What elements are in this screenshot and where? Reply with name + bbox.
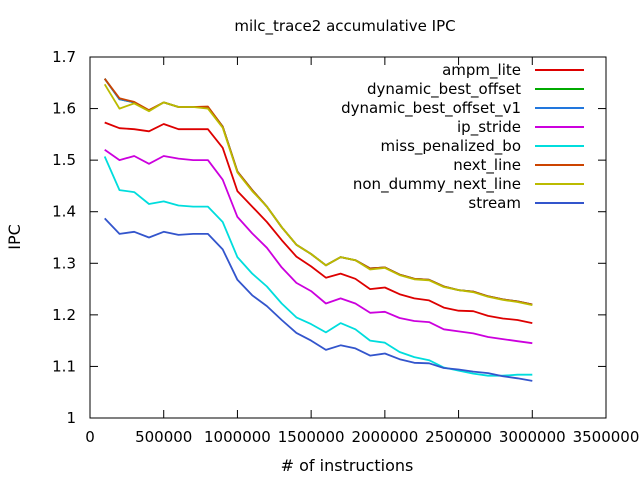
y-tick-label: 1.6 <box>52 100 76 118</box>
x-tick-label: 2000000 <box>351 428 418 446</box>
legend-label: miss_penalized_bo <box>380 137 521 156</box>
y-tick-label: 1.1 <box>52 357 76 375</box>
y-tick-label: 1.3 <box>52 254 76 272</box>
y-tick-label: 1.4 <box>52 203 76 221</box>
legend-label: dynamic_best_offset_v1 <box>341 99 521 118</box>
legend-label: stream <box>468 194 521 212</box>
legend-label: non_dummy_next_line <box>353 175 521 194</box>
series-line-ip-stride <box>104 149 533 345</box>
legend-label: dynamic_best_offset <box>367 80 521 99</box>
series-line-ampm-lite <box>104 121 533 324</box>
series-line-stream <box>104 217 533 382</box>
plot-area: 1 1.1 1.2 1.3 1.4 1.5 1.6 1.7 0 500000 1000000 1500… <box>52 48 639 446</box>
chart-title: milc_trace2 accumulative IPC <box>234 17 455 36</box>
plot-frame <box>89 56 607 419</box>
y-tick-label: 1.7 <box>52 48 76 66</box>
y-tick-label: 1.2 <box>52 306 76 324</box>
y-tick-label: 1.5 <box>52 151 76 169</box>
series-line-non-dummy-next-line <box>103 83 533 306</box>
y-tick-label: 1 <box>66 409 76 427</box>
y-axis-label: IPC <box>5 224 24 250</box>
legend-label: ip_stride <box>457 118 521 137</box>
x-tick-label: 500000 <box>135 428 192 446</box>
x-tick-label: 3000000 <box>499 428 566 446</box>
x-tick-label: 3500000 <box>573 428 640 446</box>
legend-label: ampm_lite <box>442 61 521 80</box>
x-axis-label: # of instructions <box>281 456 414 475</box>
x-tick-label: 1000000 <box>204 428 271 446</box>
x-tick-label: 0 <box>85 428 95 446</box>
x-tick-label: 2500000 <box>425 428 492 446</box>
legend-label: next_line <box>453 156 521 175</box>
x-tick-label: 1500000 <box>278 428 345 446</box>
series-line-miss-penalized-bo <box>103 156 533 377</box>
